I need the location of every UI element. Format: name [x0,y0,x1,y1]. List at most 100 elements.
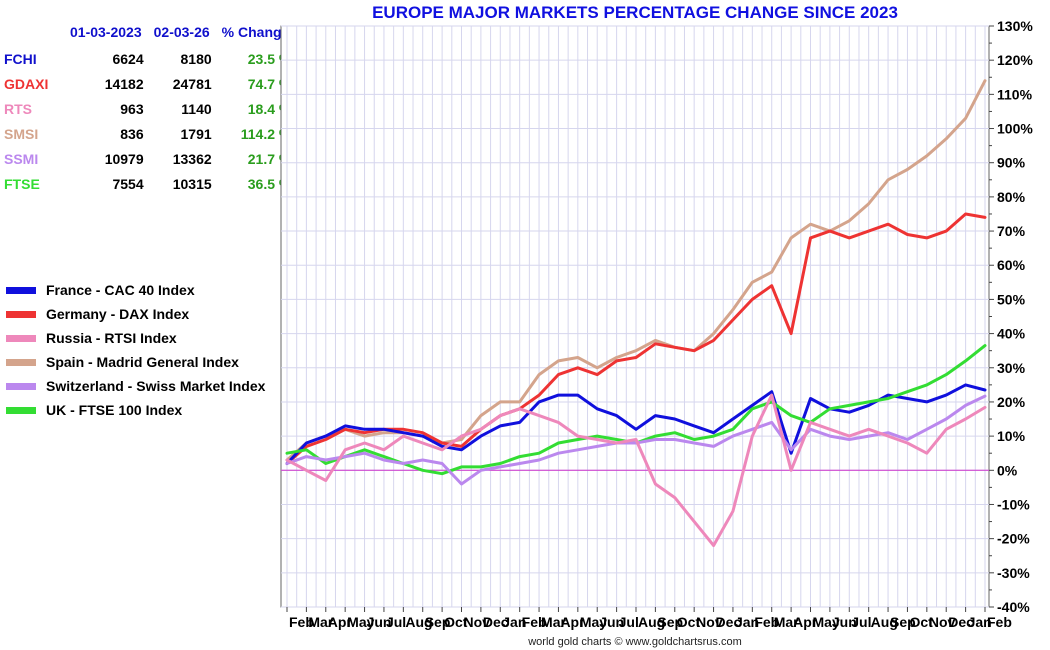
summary-header-end: 02-03-26 [153,24,210,40]
summary-symbol: SSMI [4,150,39,167]
y-tick-label: 80% [997,189,1026,205]
x-tick-label: Apr [793,614,818,630]
summary-start: 963 [120,100,144,117]
legend-entry: Germany - DAX Index [6,302,265,326]
summary-symbol: SMSI [4,125,39,142]
x-tick-label: Oct [677,614,701,630]
chart-legend: France - CAC 40 Index Germany - DAX Index… [6,278,265,422]
summary-end: 13362 [172,150,212,167]
y-tick-label: 60% [997,257,1026,273]
summary-start: 10979 [104,150,144,167]
summary-end: 8180 [180,50,212,67]
y-tick-label: 120% [997,52,1033,68]
x-tick-label: Mar [774,614,799,630]
x-tick-label: Aug [871,614,898,630]
summary-start: 836 [120,125,144,142]
x-tick-label: Jul [851,614,871,630]
x-tick-label: Sep [425,614,451,630]
legend-swatch [6,286,36,294]
x-tick-label: Sep [890,614,916,630]
x-tick-label: Jun [367,614,392,630]
legend-swatch [6,334,36,342]
x-tick-label: Jun [599,614,624,630]
summary-start: 6624 [112,50,144,67]
x-tick-label: Jul [619,614,639,630]
summary-end: 1140 [181,100,212,117]
x-tick-label: Apr [560,614,585,630]
summary-row: SMSI 836 1791 114.2 % [4,121,295,146]
summary-symbol: FTSE [4,175,40,192]
summary-row: FCHI 6624 8180 23.5 % [4,46,295,71]
x-tick-label: Feb [522,614,547,630]
x-tick-label: Aug [405,614,432,630]
y-tick-label: 70% [997,223,1026,239]
y-tick-label: 30% [997,360,1026,376]
x-tick-label: May [813,614,840,630]
x-tick-label: Jun [832,614,857,630]
summary-change: 18.4 % [247,100,292,117]
y-tick-label: -30% [997,565,1030,581]
y-tick-label: 110% [997,86,1033,102]
summary-row: FTSE 7554 10315 36.5 % [4,171,295,196]
summary-symbol: RTS [4,100,32,117]
summary-header-start: 01-03-2023 [70,24,142,40]
y-tick-label: 20% [997,394,1026,410]
x-tick-label: May [347,614,374,630]
summary-header-change: % Change [221,24,290,40]
x-tick-label: Aug [638,614,665,630]
chart-credit: world gold charts © www.goldchartsrus.co… [528,636,742,648]
legend-label: Switzerland - Swiss Market Index [46,378,266,394]
series-line [285,383,987,465]
summary-row: SSMI 10979 13362 21.7 % [4,146,295,171]
y-tick-label: -10% [997,496,1030,512]
summary-end: 10315 [172,175,212,192]
y-tick-label: 10% [997,428,1026,444]
x-tick-label: Feb [987,614,1012,630]
summary-header-row: 01-03-2023 02-03-26 % Change [4,24,295,46]
x-tick-label: Apr [328,614,353,630]
summary-row: GDAXI 14182 24781 74.7 % [4,71,295,96]
legend-label: Russia - RTSI Index [46,330,177,346]
summary-change: 23.5 % [247,50,292,67]
y-tick-label: -40% [997,599,1030,615]
x-tick-label: Jan [502,614,526,630]
y-tick-label: 0% [997,462,1018,478]
legend-label: France - CAC 40 Index [46,282,195,298]
summary-symbol: FCHI [4,50,37,67]
series-line [285,393,987,547]
chart-title: EUROPE MAJOR MARKETS PERCENTAGE CHANGE S… [372,3,898,22]
legend-entry: Spain - Madrid General Index [6,350,265,374]
y-tick-label: -20% [997,531,1030,547]
x-tick-label: Jan [968,614,992,630]
legend-entry: Russia - RTSI Index [6,326,265,350]
y-tick-label: 50% [997,291,1026,307]
x-tick-label: Jul [386,614,406,630]
legend-label: Germany - DAX Index [46,306,190,322]
x-tick-label: Dec [948,614,974,630]
x-tick-label: May [580,614,607,630]
x-tick-label: Nov [929,614,956,630]
legend-label: UK - FTSE 100 Index [46,402,183,418]
legend-swatch [6,406,36,414]
x-tick-label: Dec [483,614,509,630]
summary-change: 114.2 % [240,125,292,142]
legend-swatch [6,358,36,366]
y-tick-label: 90% [997,155,1026,171]
summary-end: 24781 [172,75,212,92]
legend-entry: UK - FTSE 100 Index [6,398,265,422]
x-tick-label: Nov [696,614,723,630]
summary-table: 01-03-2023 02-03-26 % Change FCHI 6624 818… [4,24,295,196]
legend-label: Spain - Madrid General Index [46,354,239,370]
summary-start: 14182 [104,75,144,92]
summary-change: 36.5 % [247,175,292,192]
y-tick-label: 130% [997,18,1033,34]
x-tick-label: Nov [464,614,491,630]
x-tick-label: Mar [541,614,566,630]
x-tick-label: Oct [444,614,468,630]
legend-entry: France - CAC 40 Index [6,278,265,302]
x-tick-label: Mar [308,614,333,630]
x-tick-label: Dec [716,614,742,630]
x-tick-label: Feb [289,614,314,630]
x-tick-label: Feb [754,614,779,630]
summary-row: RTS 963 1140 18.4 % [4,96,295,121]
